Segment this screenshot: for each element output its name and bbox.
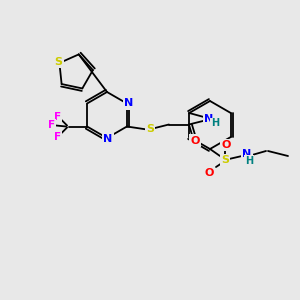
Text: N: N [204, 113, 214, 124]
Text: S: S [221, 155, 229, 165]
Text: F: F [53, 131, 61, 142]
Text: O: O [221, 140, 231, 150]
Text: F: F [47, 121, 55, 130]
Text: N: N [103, 134, 112, 144]
Text: N: N [242, 149, 252, 159]
Text: S: S [54, 57, 62, 67]
Text: F: F [53, 112, 61, 122]
Text: N: N [124, 98, 134, 109]
Text: O: O [204, 168, 214, 178]
Text: O: O [190, 136, 200, 146]
Text: H: H [211, 118, 219, 128]
Text: H: H [245, 156, 253, 166]
Text: S: S [146, 124, 154, 134]
